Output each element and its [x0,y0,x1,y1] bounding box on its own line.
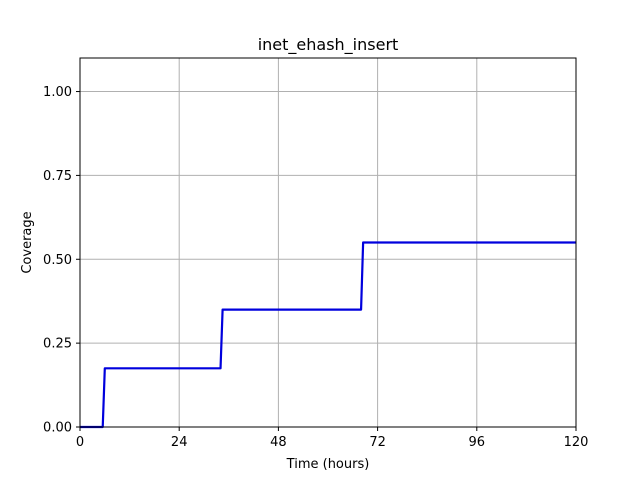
coverage-series-line [80,241,576,429]
x-tick-label: 120 [564,435,589,450]
x-axis-label: Time (hours) [286,457,370,472]
y-tick-label: 1.00 [43,85,72,100]
y-tick-label: 0.25 [43,337,72,352]
series-layer [80,241,576,429]
x-tick-label: 0 [76,435,84,450]
x-tick-label: 24 [171,435,188,450]
x-tick-label: 48 [270,435,287,450]
y-tick-label: 0.75 [43,169,72,184]
y-axis-label: Coverage [20,211,35,273]
x-tick-label: 72 [369,435,386,450]
ticks: 0 24 48 72 96 120 0.00 0.25 0.50 0.75 1.00 [43,85,588,450]
x-tick-label: 96 [469,435,486,450]
chart-title: inet_ehash_insert [258,35,399,55]
y-tick-label: 0.00 [43,421,72,436]
plot-frame [79,57,577,428]
y-tick-label: 0.50 [43,253,72,268]
